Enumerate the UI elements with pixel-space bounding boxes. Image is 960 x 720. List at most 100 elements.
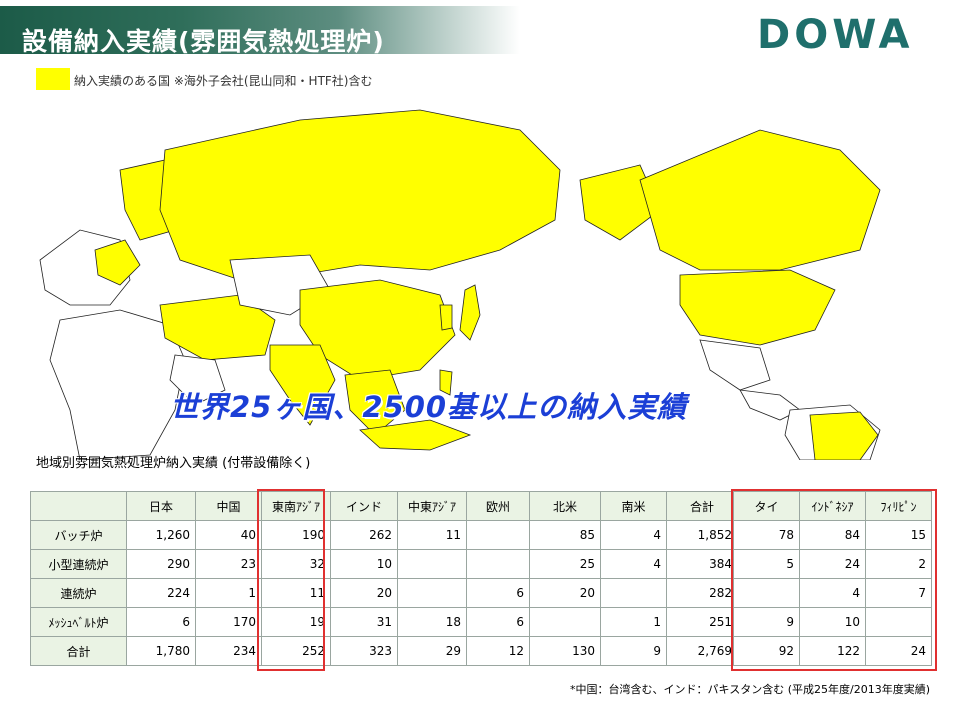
japan bbox=[459, 284, 481, 341]
india bbox=[269, 344, 336, 426]
title-bar: 設備納入実績(雰囲気熱処理炉) bbox=[0, 6, 520, 56]
table-cell: 19 bbox=[261, 607, 331, 637]
table-cell bbox=[600, 578, 667, 608]
row-label: 合計 bbox=[30, 636, 127, 666]
table-corner-cell bbox=[30, 491, 127, 521]
mexico bbox=[699, 339, 771, 391]
korea bbox=[439, 304, 453, 331]
table-row: 5 24 2 bbox=[733, 549, 932, 579]
table-cell bbox=[865, 607, 932, 637]
table-cell bbox=[397, 549, 467, 579]
table-cell: 85 bbox=[529, 520, 601, 550]
table-cell: 24 bbox=[865, 636, 932, 666]
table-cell: 282 bbox=[666, 578, 738, 608]
table-cell: 9 bbox=[600, 636, 667, 666]
table-cell: 2 bbox=[865, 549, 932, 579]
china bbox=[299, 279, 456, 381]
column-header: 日本 bbox=[126, 491, 196, 521]
footnote: *中国：台湾含む、インド：パキスタン含む (平成25年度/2013年度実績) bbox=[570, 683, 930, 696]
table-cell bbox=[466, 520, 530, 550]
legend-label: 納入実績のある国 ※海外子会社(昆山同和・HTF社)含む bbox=[74, 74, 373, 88]
column-header: 北米 bbox=[529, 491, 601, 521]
table-row: バッチ炉 1,260 40 190 262 11 85 4 1,852 bbox=[30, 520, 738, 550]
indonesia bbox=[359, 419, 472, 451]
table-header-row: タイ ｲﾝﾄﾞﾈｼｱ ﾌｨﾘﾋﾟﾝ bbox=[733, 491, 932, 521]
table-header-row: 日本 中国 東南ｱｼﾞｱ インド 中東ｱｼﾞｱ 欧州 北米 南米 合計 bbox=[30, 491, 738, 521]
header: 設備納入実績(雰囲気熱処理炉) DOWA bbox=[0, 0, 960, 66]
table-cell: 78 bbox=[733, 520, 800, 550]
table-cell: 1,852 bbox=[666, 520, 738, 550]
column-header: インド bbox=[330, 491, 398, 521]
table-cell: 12 bbox=[466, 636, 530, 666]
table-cell: 234 bbox=[195, 636, 262, 666]
table-cell: 6 bbox=[126, 607, 196, 637]
table-row: ﾒｯｼｭﾍﾞﾙﾄ炉 6 170 19 31 18 6 1 251 bbox=[30, 607, 738, 637]
table-cell bbox=[529, 607, 601, 637]
russia bbox=[159, 109, 561, 281]
table-cell: 2,769 bbox=[666, 636, 738, 666]
column-header: ﾌｨﾘﾋﾟﾝ bbox=[865, 491, 932, 521]
table-cell: 20 bbox=[529, 578, 601, 608]
row-label: ﾒｯｼｭﾍﾞﾙﾄ炉 bbox=[30, 607, 127, 637]
table-row: 小型連続炉 290 23 32 10 25 4 384 bbox=[30, 549, 738, 579]
table-cell: 15 bbox=[865, 520, 932, 550]
table-cell: 170 bbox=[195, 607, 262, 637]
table-cell: 190 bbox=[261, 520, 331, 550]
legend-swatch bbox=[36, 68, 70, 90]
table-cell: 10 bbox=[799, 607, 866, 637]
column-header: ｲﾝﾄﾞﾈｼｱ bbox=[799, 491, 866, 521]
africa bbox=[49, 309, 186, 460]
table-cell: 7 bbox=[865, 578, 932, 608]
column-header: タイ bbox=[733, 491, 800, 521]
brazil bbox=[809, 411, 879, 460]
table-cell: 224 bbox=[126, 578, 196, 608]
table-cell: 11 bbox=[261, 578, 331, 608]
usa bbox=[679, 269, 836, 346]
logo-text: DOWA bbox=[757, 12, 914, 58]
table-cell: 1,260 bbox=[126, 520, 196, 550]
table-cell: 84 bbox=[799, 520, 866, 550]
column-header: 南米 bbox=[600, 491, 667, 521]
table-row-total: 92 122 24 bbox=[733, 636, 932, 666]
column-header: 中東ｱｼﾞｱ bbox=[397, 491, 467, 521]
map-headline: 世界25ヶ国、2500基以上の納入実績 bbox=[170, 390, 688, 424]
table-cell: 31 bbox=[330, 607, 398, 637]
table-cell: 384 bbox=[666, 549, 738, 579]
germany-region bbox=[94, 239, 141, 286]
saudi bbox=[169, 354, 226, 406]
table-cell: 323 bbox=[330, 636, 398, 666]
column-header: 中国 bbox=[195, 491, 262, 521]
table-cell: 10 bbox=[330, 549, 398, 579]
southeast-asia-breakdown-table: タイ ｲﾝﾄﾞﾈｼｱ ﾌｨﾘﾋﾟﾝ 78 84 15 5 24 2 4 7 9 … bbox=[733, 491, 932, 666]
table-cell: 4 bbox=[799, 578, 866, 608]
dowa-logo: DOWA bbox=[757, 12, 952, 58]
table-cell: 290 bbox=[126, 549, 196, 579]
table-cell: 1 bbox=[195, 578, 262, 608]
table-cell: 18 bbox=[397, 607, 467, 637]
table-cell: 251 bbox=[666, 607, 738, 637]
table-cell: 25 bbox=[529, 549, 601, 579]
table-cell: 40 bbox=[195, 520, 262, 550]
table-row: 4 7 bbox=[733, 578, 932, 608]
table-cell: 1 bbox=[600, 607, 667, 637]
table-cell: 23 bbox=[195, 549, 262, 579]
southeast-asia bbox=[344, 369, 406, 436]
table-row-total: 合計 1,780 234 252 323 29 12 130 9 2,769 bbox=[30, 636, 738, 666]
table-cell: 4 bbox=[600, 520, 667, 550]
table-cell: 5 bbox=[733, 549, 800, 579]
row-label: 連続炉 bbox=[30, 578, 127, 608]
table-row: 78 84 15 bbox=[733, 520, 932, 550]
alaska bbox=[579, 164, 661, 241]
table-cell: 92 bbox=[733, 636, 800, 666]
table-caption: 地域別雰囲気熱処理炉納入実績 (付帯設備除く) bbox=[36, 456, 311, 471]
column-header: 合計 bbox=[666, 491, 738, 521]
world-map bbox=[0, 90, 960, 460]
table-cell bbox=[733, 578, 800, 608]
table-cell: 32 bbox=[261, 549, 331, 579]
table-cell: 4 bbox=[600, 549, 667, 579]
table-cell bbox=[466, 549, 530, 579]
table-cell: 122 bbox=[799, 636, 866, 666]
table-cell: 6 bbox=[466, 607, 530, 637]
philippines bbox=[439, 369, 453, 396]
table-cell: 252 bbox=[261, 636, 331, 666]
